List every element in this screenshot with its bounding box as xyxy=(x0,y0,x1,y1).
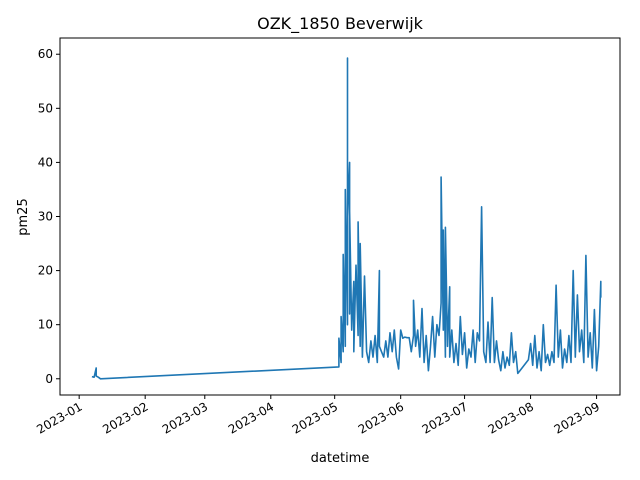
x-axis-label: datetime xyxy=(311,451,370,466)
y-tick-label: 50 xyxy=(38,101,53,115)
y-axis-label: pm25 xyxy=(16,198,31,235)
y-tick-label: 60 xyxy=(38,47,53,61)
y-tick-label: 0 xyxy=(45,372,53,386)
y-axis-ticks: 0 10 20 30 40 50 60 xyxy=(38,47,60,386)
y-tick-label: 20 xyxy=(38,264,53,278)
y-tick-label: 30 xyxy=(38,210,53,224)
y-tick-label: 40 xyxy=(38,155,53,169)
chart-title: OZK_1850 Beverwijk xyxy=(257,14,424,34)
pm25-series-line xyxy=(91,57,602,380)
y-tick-label: 10 xyxy=(38,318,53,332)
